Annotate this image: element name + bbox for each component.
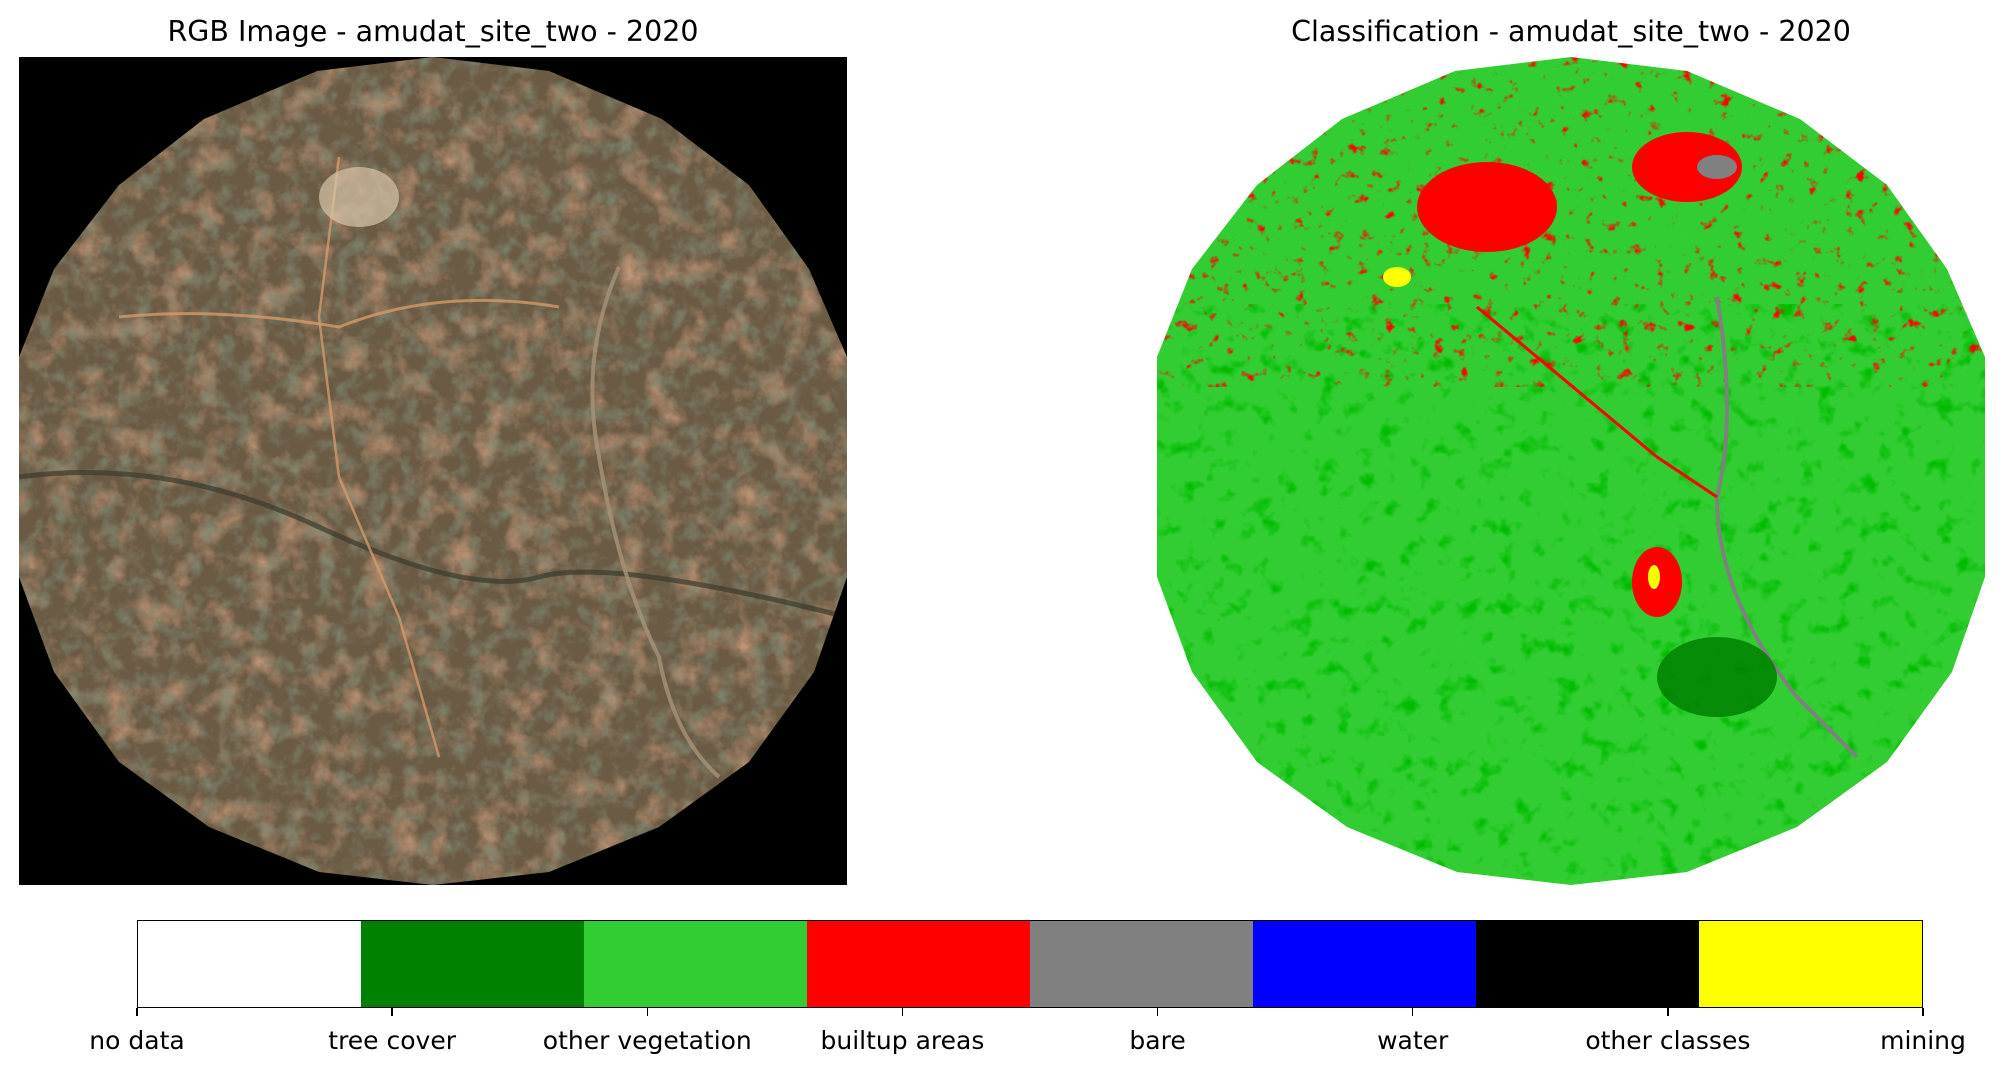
legend-label-no-data: no data: [89, 1026, 185, 1055]
legend-label-water: water: [1377, 1026, 1449, 1055]
bare-area: [1697, 155, 1737, 179]
river-channel: [1714, 296, 1859, 759]
rgb-panel-title: RGB Image - amudat_site_two - 2020: [167, 15, 699, 48]
legend-tick: [1922, 1008, 1924, 1016]
legend-swatch-water: [1253, 921, 1476, 1007]
classification-panel: [1157, 57, 1985, 885]
legend-tick: [646, 1008, 648, 1016]
legend-swatch-mining: [1699, 921, 1922, 1007]
tree-cover-area: [1657, 637, 1777, 717]
legend-tick: [1667, 1008, 1669, 1016]
rgb-image-panel: [19, 57, 847, 885]
classification-panel-title: Classification - amudat_site_two - 2020: [1291, 15, 1851, 48]
legend-swatch-tree-cover: [361, 921, 584, 1007]
builtup-area: [1632, 132, 1742, 202]
legend-label-bare: bare: [1129, 1026, 1186, 1055]
rgb-image: [19, 57, 847, 885]
legend-colorbar: [137, 920, 1923, 1008]
legend-swatch-other-classes: [1476, 921, 1699, 1007]
legend-label-tree-cover: tree cover: [328, 1026, 457, 1055]
legend-tick: [136, 1008, 138, 1016]
mining-area: [1648, 565, 1660, 589]
builtup-area: [1417, 162, 1557, 252]
legend-tick: [901, 1008, 904, 1016]
mining-area: [1383, 267, 1411, 287]
legend-tick: [1156, 1008, 1159, 1016]
legend-swatch-no-data: [138, 921, 361, 1007]
legend-label-builtup-areas: builtup areas: [820, 1026, 985, 1055]
legend-tick: [391, 1008, 393, 1016]
legend-label-other-vegetation: other vegetation: [542, 1026, 752, 1055]
legend-swatch-bare: [1030, 921, 1253, 1007]
classification-map: [1157, 57, 1985, 885]
legend-label-other-classes: other classes: [1585, 1026, 1751, 1055]
legend-label-mining: mining: [1880, 1026, 1966, 1055]
legend-tick: [1412, 1008, 1414, 1016]
legend-swatch-builtup-areas: [807, 921, 1030, 1007]
legend-swatch-other-vegetation: [584, 921, 807, 1007]
